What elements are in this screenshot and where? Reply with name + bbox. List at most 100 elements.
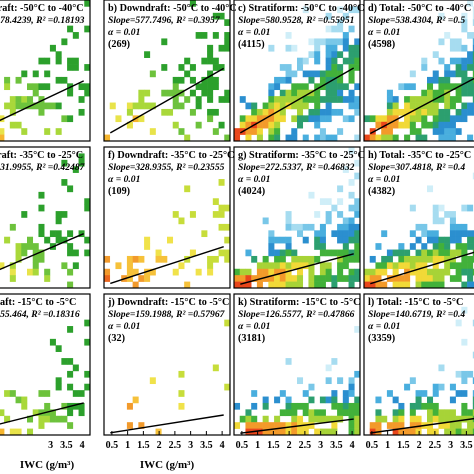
heatmap-cell (285, 236, 292, 244)
heatmap-cell (67, 57, 74, 65)
slope-text: Slope=577.7496, R² =0.3957 (108, 15, 221, 26)
heatmap-cell (381, 268, 388, 276)
heatmap-cell (9, 102, 16, 110)
heatmap-cell (461, 44, 468, 52)
heatmap-cell (438, 217, 445, 225)
heatmap-cell (0, 409, 5, 417)
heatmap-cell (386, 134, 393, 141)
slope-text: Slope=328.9355, R² =0.23555 (108, 162, 225, 173)
panel-title: d) Total: -50°C to -40°C (368, 3, 471, 14)
heatmap-cell (348, 402, 355, 410)
heatmap-cell (27, 83, 34, 91)
heatmap-cell (104, 134, 111, 141)
panel-title: h) Total: -35°C to -25°C (368, 150, 471, 161)
heatmap-cell (38, 249, 45, 257)
heatmap-cell (342, 44, 349, 52)
heatmap-cell (314, 83, 321, 91)
heatmap-cell (319, 268, 326, 276)
heatmap-cell (409, 83, 416, 91)
heatmap-cell (472, 89, 474, 97)
heatmap-cell (409, 268, 416, 276)
heatmap-cell (386, 108, 393, 116)
heatmap-cell (314, 243, 321, 250)
panel-frame (233, 293, 361, 436)
heatmap-cell (472, 83, 474, 91)
heatmap-cell (78, 230, 85, 238)
heatmap-cell (325, 64, 332, 71)
panel-title: j) Downdraft: -15°C to -5°C (107, 297, 229, 308)
x-tick-label: 3.5 (200, 440, 213, 451)
heatmap-cell (15, 76, 22, 84)
heatmap-cell (381, 262, 388, 270)
heatmap-cell (279, 428, 286, 435)
heatmap-cell (467, 236, 474, 244)
heatmap-cell (438, 409, 445, 417)
heatmap-cell (472, 51, 474, 58)
heatmap-cell (342, 96, 349, 103)
heatmap-cell (67, 230, 74, 238)
heatmap-cell (337, 409, 344, 417)
heatmap-cell (319, 115, 326, 123)
heatmap-cell (392, 108, 399, 116)
heatmap-cell (178, 102, 185, 110)
heatmap-cell (386, 422, 393, 429)
heatmap-cell (421, 402, 428, 410)
heatmap-cell (167, 89, 174, 97)
heatmap-cell (55, 415, 62, 423)
heatmap-cell (331, 396, 338, 404)
heatmap-cell (444, 422, 451, 429)
heatmap-cell (274, 396, 281, 404)
heatmap-cell (207, 115, 214, 123)
panel-title: k) Stratiform: -15°C to -5°C (238, 297, 360, 308)
heatmap-cell (285, 217, 292, 225)
heatmap-cell (285, 76, 292, 84)
heatmap-cell (67, 409, 74, 417)
heatmap-cell (224, 383, 230, 391)
heatmap-cell (415, 262, 422, 270)
heatmap-cell (212, 57, 219, 65)
heatmap-cell (274, 121, 281, 129)
heatmap-cell (455, 89, 462, 97)
heatmap-cell (337, 89, 344, 97)
heatmap-cell (427, 281, 434, 288)
heatmap-cell (138, 102, 145, 110)
heatmap-cell (438, 128, 445, 135)
x-tick-label: 1 (385, 440, 390, 451)
heatmap-cell (369, 134, 376, 141)
heatmap-cell (4, 415, 11, 423)
heatmap-cell (455, 262, 462, 270)
heatmap-cell (67, 89, 74, 97)
heatmap-cell (234, 275, 241, 282)
heatmap-cell (348, 44, 355, 52)
heatmap-cell (472, 268, 474, 276)
heatmap-cell (319, 236, 326, 244)
heatmap-cell (337, 236, 344, 244)
heatmap-cell (195, 83, 202, 91)
heatmap-cell (409, 108, 416, 116)
heatmap-cell (467, 243, 474, 250)
panel-frame (0, 0, 91, 142)
heatmap-cell (325, 76, 332, 84)
heatmap-cell (461, 12, 468, 20)
heatmap-cell (314, 89, 321, 97)
heatmap-cell (354, 96, 360, 103)
heatmap-cell (375, 422, 382, 429)
heatmap-cell (297, 275, 304, 282)
heatmap-cell (398, 108, 405, 116)
heatmap-cell (308, 255, 315, 263)
heatmap-cell (314, 281, 321, 288)
heatmap-cell (415, 422, 422, 429)
heatmap-cell (285, 396, 292, 404)
heatmap-cell (455, 319, 462, 327)
heatmap-cell (161, 64, 168, 71)
heatmap-cell (432, 108, 439, 116)
heatmap-cell (325, 268, 332, 276)
heatmap-cell (455, 70, 462, 78)
heatmap-cell (348, 25, 355, 33)
heatmap-cell (319, 76, 326, 84)
heatmap-cell (427, 268, 434, 276)
heatmap-cell (461, 64, 468, 71)
heatmap-cell (308, 268, 315, 276)
heatmap-cell (444, 134, 451, 141)
heatmap-cell (354, 275, 360, 282)
